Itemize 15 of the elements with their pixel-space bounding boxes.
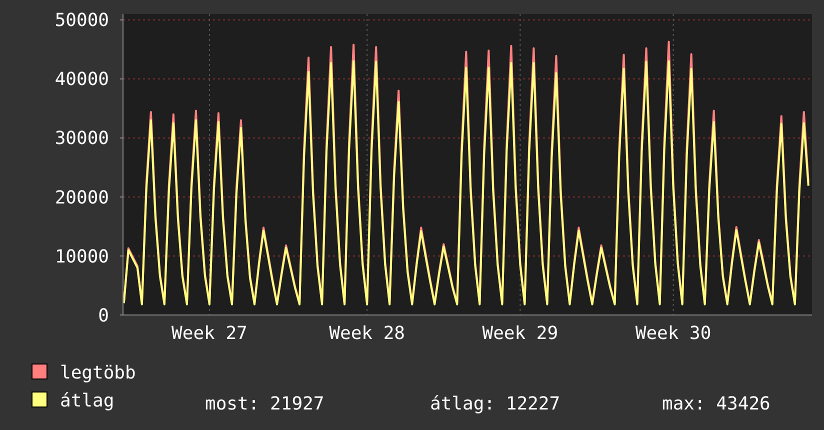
text: most: 21927 bbox=[205, 393, 324, 414]
y-tick-label: 10000 bbox=[54, 246, 109, 268]
x-tick-label: Week 27 bbox=[172, 323, 248, 344]
x-tick-label: Week 29 bbox=[482, 323, 558, 344]
y-tick-label: 40000 bbox=[54, 69, 109, 90]
y-tick-label: 20000 bbox=[54, 187, 109, 208]
y-tick-label: 0 bbox=[98, 305, 109, 326]
y-tick-label: 30000 bbox=[54, 128, 109, 150]
legend-label: átlag bbox=[60, 390, 114, 412]
text: átlag: 12227 bbox=[430, 393, 560, 414]
text: max: 43426 bbox=[662, 393, 770, 414]
legend-label: legtöbb bbox=[60, 362, 136, 384]
x-tick-label: Week 30 bbox=[635, 323, 712, 344]
x-tick-label: Week 28 bbox=[329, 323, 406, 344]
y-tick-label: 50000 bbox=[54, 10, 109, 32]
